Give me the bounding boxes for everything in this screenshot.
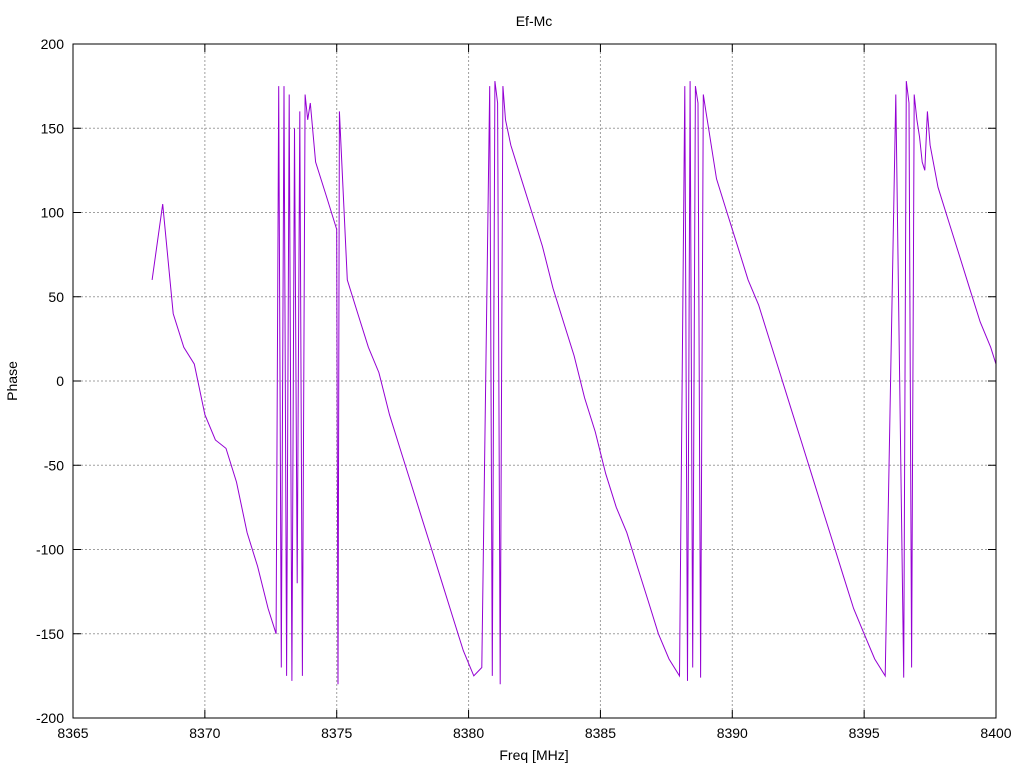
x-tick-label: 8390 (717, 725, 748, 741)
x-axis-label: Freq [MHz] (499, 747, 568, 763)
y-tick-label: 50 (48, 289, 64, 305)
x-tick-label: 8370 (189, 725, 220, 741)
x-tick-label: 8375 (321, 725, 352, 741)
axis-ticks: 8365 8370 8375 8380 8385 8390 8395 8400 -200 -150… (36, 36, 1012, 741)
x-tick-label: 8380 (453, 725, 484, 741)
grid (73, 44, 996, 718)
x-tick-label: 8400 (980, 725, 1011, 741)
data-series (151, 81, 997, 685)
x-tick-label: 8365 (57, 725, 88, 741)
y-tick-label: 0 (56, 373, 64, 389)
y-tick-label: 100 (41, 205, 65, 221)
y-tick-label: -200 (36, 710, 64, 726)
y-tick-label: 150 (41, 120, 65, 136)
x-tick-label: 8385 (585, 725, 616, 741)
chart-title: Ef-Mc (516, 13, 553, 29)
x-tick-label: 8395 (849, 725, 880, 741)
y-tick-label: -100 (36, 542, 64, 558)
y-tick-label: 200 (41, 36, 65, 52)
y-tick-label: -150 (36, 626, 64, 642)
phase-series-line (151, 81, 997, 685)
y-axis-label: Phase (4, 361, 20, 401)
y-tick-label: -50 (44, 457, 64, 473)
